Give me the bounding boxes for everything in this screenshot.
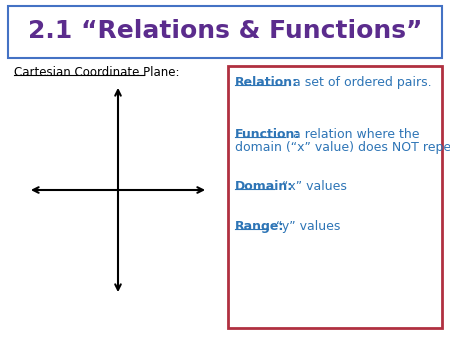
- Text: 2.1 “Relations & Functions”: 2.1 “Relations & Functions”: [28, 19, 422, 43]
- Text: Domain:: Domain:: [235, 180, 293, 193]
- Text: domain (“x” value) does NOT repeat.: domain (“x” value) does NOT repeat.: [235, 141, 450, 154]
- Text: Relation:: Relation:: [235, 76, 298, 89]
- Text: Function:: Function:: [235, 128, 301, 141]
- Text: a set of ordered pairs.: a set of ordered pairs.: [285, 76, 432, 89]
- Text: Cartesian Coordinate Plane:: Cartesian Coordinate Plane:: [14, 66, 180, 79]
- FancyBboxPatch shape: [8, 6, 442, 58]
- Text: “x” values: “x” values: [274, 180, 346, 193]
- Text: Range:: Range:: [235, 220, 284, 233]
- Text: a relation where the: a relation where the: [285, 128, 419, 141]
- Text: “y” values: “y” values: [268, 220, 341, 233]
- FancyBboxPatch shape: [228, 66, 442, 328]
